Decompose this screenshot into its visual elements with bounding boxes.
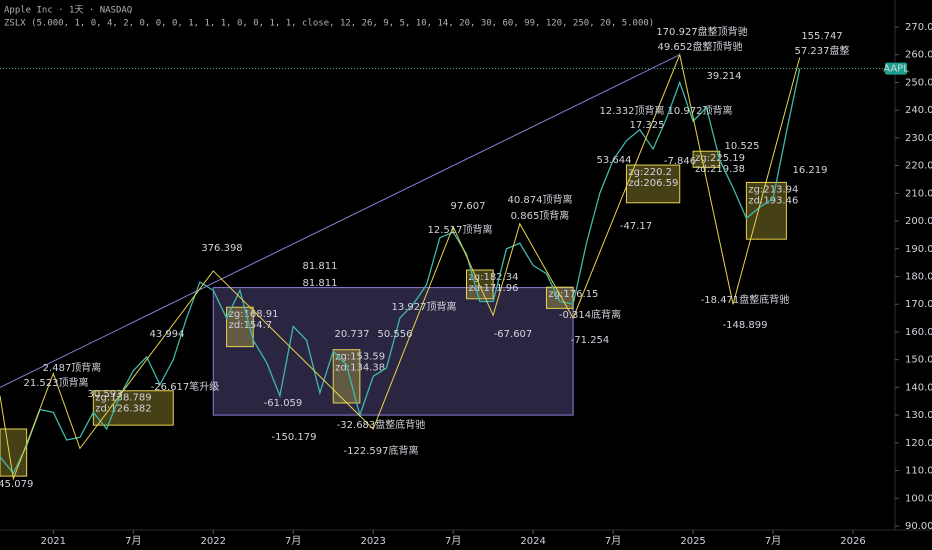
annotation: 376.398 [201, 243, 242, 254]
annotation: 43.994 [150, 329, 185, 340]
annotation: 12.332顶背离 [600, 104, 665, 117]
annotation: 81.811 [303, 261, 338, 272]
pivot-zone [625, 164, 681, 204]
pivot-zone-label: zg:138.789 [95, 393, 151, 404]
y-tick-label: 90.00 [905, 521, 932, 532]
pivot-zone-label: zg:153.59 [335, 352, 385, 363]
annotation: 40.874顶背离 [508, 193, 573, 206]
pivot-zone-label: zd:171.96 [468, 283, 518, 294]
y-tick-label: 120.00 [905, 438, 932, 449]
y-tick-label: 240.00 [905, 105, 932, 116]
annotation: -45.079 [0, 479, 33, 490]
y-tick-label: 130.00 [905, 410, 932, 421]
pivot-zone-label: zd:126.382 [95, 404, 151, 415]
chart-title: Apple Inc · 1天 · NASDAQ [4, 6, 132, 16]
x-tick-label: 7月 [605, 535, 621, 547]
y-tick-label: 190.00 [905, 244, 932, 255]
annotation: -7.846 [664, 156, 696, 167]
x-tick-label: 7月 [285, 535, 301, 547]
annotation: 16.219 [793, 165, 828, 176]
y-tick-label: 150.00 [905, 355, 932, 366]
y-tick-label: 210.00 [905, 188, 932, 199]
annotation: 13.927顶背离 [392, 300, 457, 313]
annotation: 0.865顶背离 [511, 209, 570, 222]
annotation: 57.237盘整 [795, 44, 850, 57]
pivot-zone-label: zd:154.7 [229, 320, 273, 331]
annotation: 155.747 [801, 31, 842, 42]
annotation: 81.811 [303, 278, 338, 289]
x-tick-label: 2025 [680, 536, 705, 547]
y-tick-label: 260.00 [905, 50, 932, 61]
y-tick-label: 140.00 [905, 382, 932, 393]
x-tick-label: 7月 [445, 535, 461, 547]
pivot-zone [465, 269, 494, 300]
annotation: 53.644 [597, 155, 632, 166]
annotation: -122.597底背离 [344, 444, 419, 457]
x-tick-label: 2021 [41, 536, 66, 547]
annotation: 12.517顶背离 [428, 223, 493, 236]
x-tick-label: 2022 [201, 536, 226, 547]
pivot-zone [226, 306, 254, 348]
annotation: -67.607 [494, 329, 533, 340]
pivot-line [0, 53, 801, 481]
x-tick-label: 2026 [840, 536, 865, 547]
pivot-zone-label: zg:220.2 [628, 167, 672, 178]
pivot-zone-label: zd:219.38 [695, 164, 745, 175]
pivot-zone-label: zd:193.46 [748, 195, 798, 206]
x-tick-label: 7月 [765, 535, 781, 547]
pivot-zone-label: zd:134.38 [335, 363, 385, 374]
pivot-zone-label: zg:213.94 [748, 184, 798, 195]
y-tick-label: 200.00 [905, 216, 932, 227]
annotation: -26.617笔升级 [151, 380, 220, 393]
price-tag-bg [885, 62, 907, 75]
annotation: 2.487顶背离 [43, 361, 102, 374]
annotation: -148.899 [723, 320, 768, 331]
annotation: 49.652盘整顶背驰 [658, 40, 743, 53]
pivot-zone [92, 390, 174, 426]
annotation: 170.927盘整顶背驰 [656, 25, 747, 38]
annotation: 10.972顶背离 [668, 104, 733, 117]
x-tick-label: 2023 [360, 536, 385, 547]
pivot-zone-label: zg:182.34 [468, 272, 518, 283]
pivot-zone [212, 287, 574, 416]
annotation: 39.214 [707, 71, 742, 82]
y-tick-label: 270.00 [905, 22, 932, 33]
y-tick-label: 100.00 [905, 493, 932, 504]
annotation: -0.314底背离 [559, 308, 621, 321]
annotation: -71.254 [571, 335, 610, 346]
pivot-zone-label: zg:168.91 [229, 309, 279, 320]
price-line [0, 68, 801, 475]
y-tick-label: 250.00 [905, 77, 932, 88]
y-tick-label: 160.00 [905, 327, 932, 338]
pivot-zone-label: zd:206.59 [628, 178, 678, 189]
y-tick-label: 180.00 [905, 272, 932, 283]
pivot-zone-label: zg:176.15 [548, 289, 598, 300]
annotation: 10.525 [725, 141, 760, 152]
y-tick-label: 230.00 [905, 133, 932, 144]
annotation: 30.593 [88, 389, 123, 400]
price-tag: AAPL [883, 64, 909, 75]
pivot-zone [0, 428, 28, 477]
annotation: -150.179 [272, 432, 317, 443]
y-tick-label: 110.00 [905, 466, 932, 477]
indicator-params: ZSLX (5.000, 1, 0, 4, 2, 0, 0, 0, 1, 1, … [4, 19, 654, 29]
annotation: 20.737 [335, 329, 370, 340]
y-tick-label: 220.00 [905, 161, 932, 172]
y-tick-label: 170.00 [905, 299, 932, 310]
x-tick-label: 2024 [520, 536, 545, 547]
annotation: -47.17 [620, 221, 652, 232]
annotation: 21.523顶背离 [24, 376, 89, 389]
trend-line [0, 54, 680, 388]
annotation: -32.683盘整底背驰 [337, 418, 426, 431]
annotation: 17.325 [630, 120, 665, 131]
x-tick-label: 7月 [125, 535, 141, 547]
annotation: 97.607 [451, 201, 486, 212]
annotation: -18.471盘整底背驰 [701, 293, 790, 306]
annotation: 50.556 [378, 329, 413, 340]
annotation: -61.059 [264, 398, 303, 409]
